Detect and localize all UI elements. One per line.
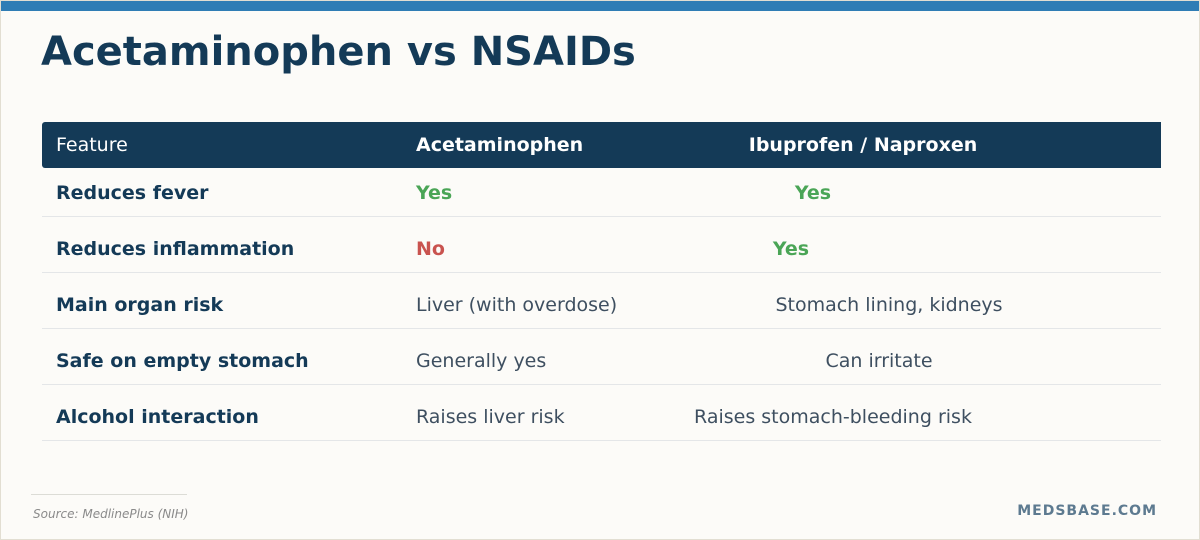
cell: Stomach lining, kidneys	[775, 294, 1003, 316]
cell: Alcohol interaction	[56, 406, 259, 428]
column-header: Acetaminophen	[416, 134, 584, 156]
cell: Raises liver risk	[416, 406, 565, 428]
cell: Liver (with overdose)	[416, 294, 618, 316]
cell: Can irritate	[825, 350, 933, 372]
table-header: Feature Acetaminophen Ibuprofen / Naprox…	[42, 122, 1161, 168]
column-header: Ibuprofen / Naproxen	[748, 134, 978, 156]
cell: Reduces fever	[56, 182, 209, 204]
divider	[31, 494, 187, 495]
brand: MEDSBASE.COM	[1017, 503, 1157, 519]
table-row: Alcohol interaction Raises liver risk Ra…	[42, 385, 1161, 441]
column-header: Feature	[56, 134, 128, 156]
table-row: Safe on empty stomach Generally yes Can …	[42, 329, 1161, 385]
table-row: Reduces inflammation No Yes	[42, 217, 1161, 273]
cell: Safe on empty stomach	[56, 350, 309, 372]
table-row: Main organ risk Liver (with overdose) St…	[42, 273, 1161, 329]
title: Acetaminophen vs NSAIDs	[41, 29, 636, 75]
table-row: Reduces fever Yes Yes	[42, 168, 1161, 217]
cell: Main organ risk	[56, 294, 224, 316]
top-bar	[1, 1, 1199, 11]
cell: Raises stomach-bleeding risk	[694, 406, 972, 428]
cell: Yes	[416, 182, 453, 204]
cell: Yes	[794, 182, 832, 204]
cell: Reduces inflammation	[56, 238, 295, 260]
cell: Yes	[772, 238, 810, 260]
cell: No	[416, 238, 445, 260]
cell: Generally yes	[416, 350, 547, 372]
source: Source: MedlinePlus (NIH)	[33, 507, 189, 521]
